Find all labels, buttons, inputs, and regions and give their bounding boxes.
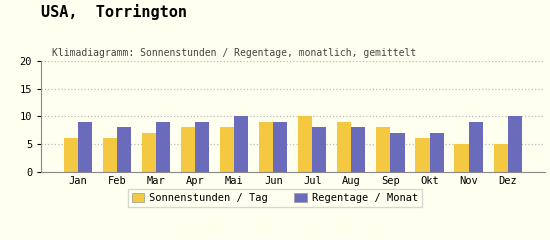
- Bar: [469, 122, 482, 172]
- Bar: [312, 127, 327, 172]
- Bar: [415, 138, 430, 172]
- Legend: Sonnenstunden / Tag, Regentage / Monat: Sonnenstunden / Tag, Regentage / Monat: [128, 189, 422, 207]
- Bar: [298, 116, 312, 172]
- Bar: [64, 138, 78, 172]
- Bar: [508, 116, 521, 172]
- Bar: [142, 133, 156, 172]
- Bar: [351, 127, 366, 172]
- Bar: [234, 116, 249, 172]
- Text: Copyright (C) 2024 urlaubplanen.org: Copyright (C) 2024 urlaubplanen.org: [166, 224, 384, 234]
- Bar: [273, 122, 288, 172]
- Bar: [182, 127, 195, 172]
- Bar: [103, 138, 117, 172]
- Bar: [337, 122, 351, 172]
- Bar: [430, 133, 443, 172]
- Bar: [78, 122, 92, 172]
- Bar: [220, 127, 234, 172]
- Bar: [390, 133, 404, 172]
- Text: Klimadiagramm: Sonnenstunden / Regentage, monatlich, gemittelt: Klimadiagramm: Sonnenstunden / Regentage…: [52, 48, 416, 58]
- Bar: [259, 122, 273, 172]
- Bar: [156, 122, 170, 172]
- Bar: [454, 144, 469, 172]
- Bar: [376, 127, 390, 172]
- Bar: [493, 144, 508, 172]
- Bar: [195, 122, 210, 172]
- Text: USA,  Torrington: USA, Torrington: [41, 4, 187, 20]
- Bar: [117, 127, 131, 172]
